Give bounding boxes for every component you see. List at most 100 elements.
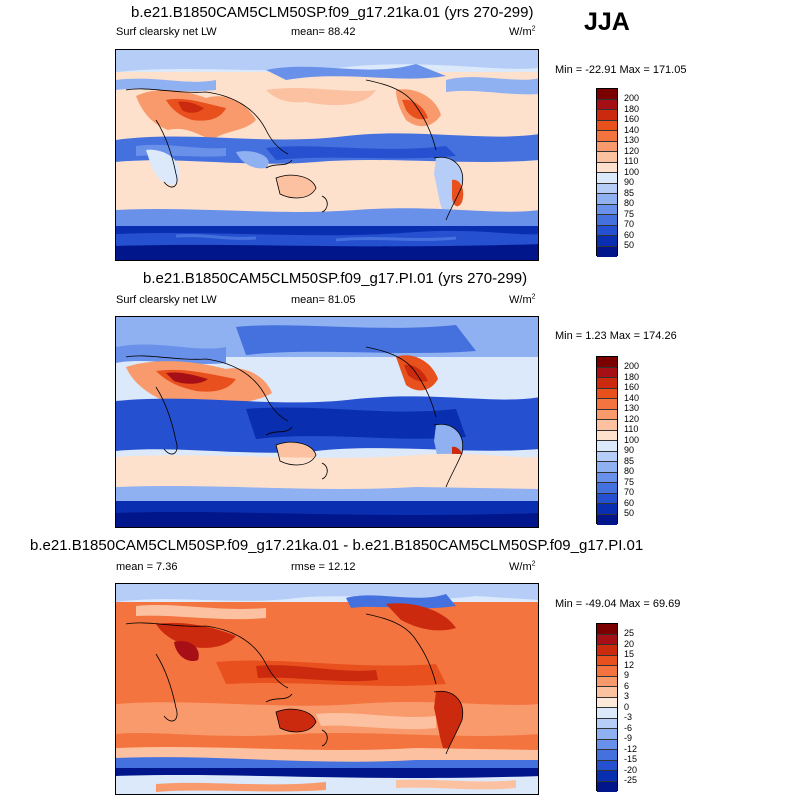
colorbar-swatch bbox=[597, 451, 617, 462]
colorbar-tick-label: -15 bbox=[624, 754, 638, 764]
colorbar-swatch bbox=[597, 666, 617, 677]
colorbar-swatch bbox=[597, 399, 617, 410]
panel-1-units: W/m2 bbox=[509, 25, 536, 38]
panel-3-map bbox=[115, 583, 539, 795]
panel-1-minmax: Min = -22.91 Max = 171.05 bbox=[555, 64, 687, 76]
colorbar-swatch bbox=[597, 236, 617, 247]
colorbar-tick-label: 180 bbox=[624, 103, 640, 114]
panel-1-colorbar bbox=[596, 88, 618, 257]
colorbar-tick-label: -3 bbox=[624, 712, 633, 722]
colorbar-swatch bbox=[597, 420, 617, 431]
colorbar-tick-label: 75 bbox=[624, 208, 635, 219]
colorbar-tick-label: 75 bbox=[624, 476, 635, 487]
colorbar-tick-label: -12 bbox=[624, 743, 638, 754]
colorbar-tick-label: 90 bbox=[624, 177, 635, 187]
colorbar-tick-label: 12 bbox=[624, 659, 635, 670]
colorbar-tick-label: 140 bbox=[624, 392, 640, 403]
colorbar-tick-label: 130 bbox=[624, 135, 640, 145]
colorbar-tick-label: 20 bbox=[624, 638, 635, 649]
panel-1-variable-label: Surf clearsky net LW bbox=[116, 26, 217, 38]
colorbar-tick-label: 85 bbox=[624, 187, 635, 198]
colorbar-tick-label: 100 bbox=[624, 166, 640, 177]
colorbar-tick-label: 9 bbox=[624, 670, 630, 680]
colorbar-swatch bbox=[597, 162, 617, 173]
colorbar-tick-label: 0 bbox=[624, 701, 630, 712]
colorbar-tick-label: 80 bbox=[624, 466, 635, 476]
colorbar-swatch bbox=[597, 760, 617, 771]
colorbar-tick-label: 180 bbox=[624, 371, 640, 382]
colorbar-tick-label: 6 bbox=[624, 680, 630, 691]
panel-3-mean-label: mean = 7.36 bbox=[116, 561, 178, 573]
colorbar-tick-label: 60 bbox=[624, 497, 635, 508]
colorbar-tick-label: 100 bbox=[624, 434, 640, 445]
colorbar-tick-label: 130 bbox=[624, 403, 640, 413]
colorbar-tick-label: -9 bbox=[624, 733, 633, 743]
colorbar-swatch bbox=[597, 409, 617, 420]
colorbar-swatch bbox=[597, 441, 617, 452]
colorbar-swatch bbox=[597, 655, 617, 666]
colorbar-swatch bbox=[597, 687, 617, 698]
colorbar-swatch bbox=[597, 472, 617, 483]
panel-2-units: W/m2 bbox=[509, 293, 536, 306]
colorbar-tick-label: 200 bbox=[624, 93, 640, 103]
colorbar-tick-label: -6 bbox=[624, 722, 633, 733]
colorbar-swatch bbox=[597, 99, 617, 110]
colorbar-swatch bbox=[597, 483, 617, 494]
colorbar-swatch bbox=[597, 183, 617, 194]
colorbar-swatch bbox=[597, 367, 617, 378]
colorbar-tick-label: 15 bbox=[624, 649, 635, 659]
colorbar-tick-label: 85 bbox=[624, 455, 635, 466]
panel-3-title: b.e21.B1850CAM5CLM50SP.f09_g17.21ka.01 -… bbox=[30, 537, 644, 554]
colorbar-tick-label: 60 bbox=[624, 229, 635, 240]
colorbar-swatch bbox=[597, 204, 617, 215]
panel-3-colorbar bbox=[596, 623, 618, 792]
colorbar-swatch bbox=[597, 110, 617, 121]
colorbar-tick-label: 110 bbox=[624, 424, 639, 434]
panel-1-map bbox=[115, 49, 539, 261]
colorbar-swatch bbox=[597, 462, 617, 473]
colorbar-swatch bbox=[597, 225, 617, 236]
colorbar-swatch bbox=[597, 708, 617, 719]
panel-2-variable-label: Surf clearsky net LW bbox=[116, 294, 217, 306]
colorbar-swatch bbox=[597, 173, 617, 184]
panel-2-mean-label: mean= 81.05 bbox=[291, 294, 356, 306]
panel-1-title: b.e21.B1850CAM5CLM50SP.f09_g17.21ka.01 (… bbox=[131, 4, 534, 21]
colorbar-tick-label: 3 bbox=[624, 691, 630, 701]
colorbar-tick-label: 25 bbox=[624, 628, 635, 638]
colorbar-swatch bbox=[597, 718, 617, 729]
colorbar-tick-label: 200 bbox=[624, 361, 640, 371]
colorbar-swatch bbox=[597, 493, 617, 504]
colorbar-tick-label: 160 bbox=[624, 114, 640, 124]
colorbar-swatch bbox=[597, 430, 617, 441]
colorbar-tick-label: -20 bbox=[624, 764, 638, 775]
colorbar-swatch bbox=[597, 89, 617, 100]
colorbar-tick-label: 160 bbox=[624, 382, 640, 392]
panel-2-title: b.e21.B1850CAM5CLM50SP.f09_g17.PI.01 (yr… bbox=[143, 270, 528, 287]
colorbar-tick-label: 90 bbox=[624, 445, 635, 455]
colorbar-swatch bbox=[597, 120, 617, 131]
panel-2-colorbar bbox=[596, 356, 618, 525]
colorbar-tick-label: 50 bbox=[624, 240, 635, 250]
colorbar-tick-label: 110 bbox=[624, 156, 639, 166]
colorbar-swatch bbox=[597, 645, 617, 656]
colorbar-swatch bbox=[597, 378, 617, 389]
colorbar-swatch bbox=[597, 194, 617, 205]
colorbar-tick-label: 50 bbox=[624, 508, 635, 518]
panel-3-rmse-label: rmse = 12.12 bbox=[291, 561, 356, 573]
colorbar-tick-label: 120 bbox=[624, 145, 640, 156]
colorbar-tick-label: 120 bbox=[624, 413, 640, 424]
colorbar-swatch bbox=[597, 215, 617, 226]
colorbar-swatch bbox=[597, 131, 617, 142]
colorbar-swatch bbox=[597, 141, 617, 152]
colorbar-swatch bbox=[597, 676, 617, 687]
colorbar-swatch bbox=[597, 729, 617, 740]
colorbar-swatch bbox=[597, 357, 617, 368]
colorbar-swatch bbox=[597, 624, 617, 635]
panel-3-minmax: Min = -49.04 Max = 69.69 bbox=[555, 598, 681, 610]
panel-3-units: W/m2 bbox=[509, 560, 536, 573]
colorbar-swatch bbox=[597, 781, 617, 792]
panel-2-minmax: Min = 1.23 Max = 174.26 bbox=[555, 330, 677, 342]
colorbar-tick-label: -25 bbox=[624, 775, 638, 785]
colorbar-tick-label: 70 bbox=[624, 219, 635, 229]
colorbar-swatch bbox=[597, 388, 617, 399]
